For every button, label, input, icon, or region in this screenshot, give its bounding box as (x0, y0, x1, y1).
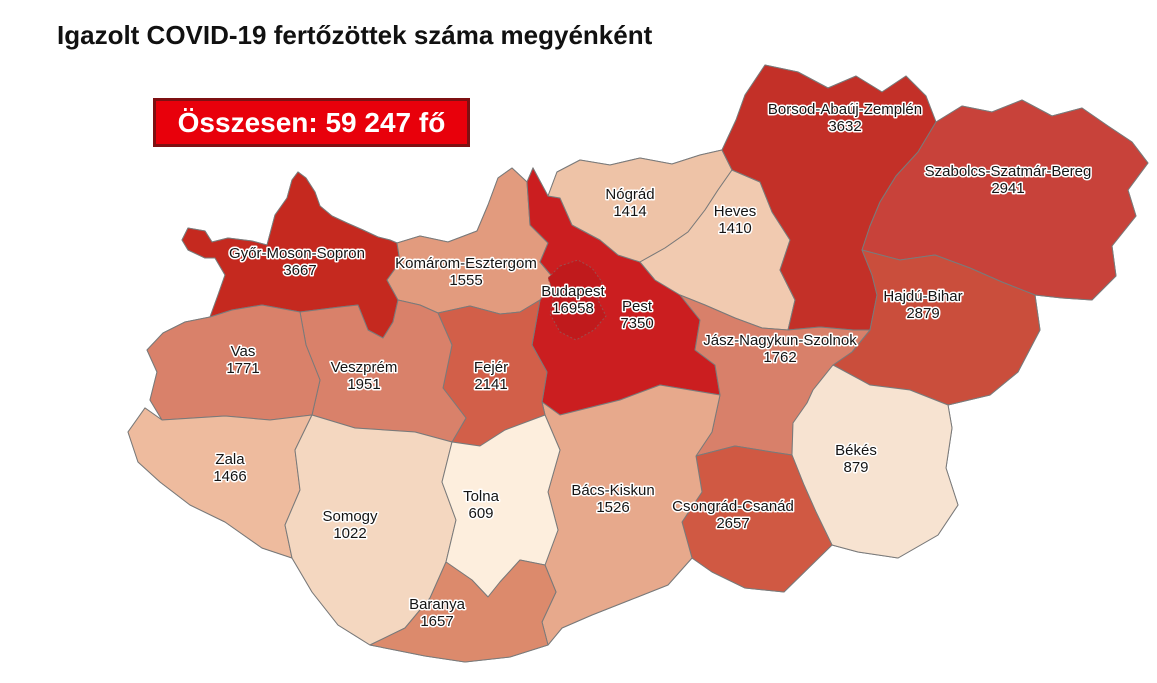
county-value-vas: 1771 (226, 360, 259, 377)
county-value-veszprem: 1951 (347, 376, 380, 393)
county-bekes[interactable] (791, 364, 959, 559)
county-value-fejer: 2141 (474, 376, 507, 393)
county-label-budapest: Budapest (541, 283, 605, 300)
county-label-komarom-esztergom: Komárom-Esztergom (395, 255, 537, 272)
county-label-borsod-abauj-zemplen: Borsod-Abaúj-Zemplén (768, 101, 922, 118)
county-label-bekes: Békés (835, 442, 877, 459)
county-label-gyor-moson-sopron: Győr-Moson-Sopron (229, 245, 365, 262)
county-value-csongrad-csanad: 2657 (716, 515, 749, 532)
county-value-szabolcs-szatmar-bereg: 2941 (991, 180, 1024, 197)
county-label-tolna: Tolna (463, 488, 500, 505)
county-label-fejer: Fejér (474, 359, 508, 376)
county-value-borsod-abauj-zemplen: 3632 (828, 118, 861, 135)
county-hajdu-bihar[interactable] (832, 249, 1041, 406)
county-label-somogy: Somogy (322, 508, 378, 525)
county-label-pest: Pest (622, 298, 653, 315)
county-label-hajdu-bihar: Hajdú-Bihar (883, 288, 962, 305)
county-label-zala: Zala (215, 451, 245, 468)
county-label-heves: Heves (714, 203, 757, 220)
county-value-nograd: 1414 (613, 203, 646, 220)
county-value-komarom-esztergom: 1555 (449, 272, 482, 289)
county-label-veszprem: Veszprém (331, 359, 398, 376)
county-value-gyor-moson-sopron: 3667 (283, 262, 316, 279)
county-value-zala: 1466 (213, 468, 246, 485)
county-value-hajdu-bihar: 2879 (906, 305, 939, 322)
county-value-bacs-kiskun: 1526 (596, 499, 629, 516)
county-label-nograd: Nógrád (605, 186, 654, 203)
county-label-vas: Vas (231, 343, 256, 360)
county-value-somogy: 1022 (333, 525, 366, 542)
county-szabolcs-szatmar-bereg[interactable] (861, 99, 1149, 301)
county-value-baranya: 1657 (420, 613, 453, 630)
county-label-csongrad-csanad: Csongrád-Csanád (672, 498, 794, 515)
county-value-pest: 7350 (620, 315, 653, 332)
county-value-bekes: 879 (843, 459, 868, 476)
county-value-budapest: 16958 (552, 300, 594, 317)
county-budapest[interactable] (547, 259, 607, 341)
county-zala[interactable] (127, 407, 313, 559)
county-value-heves: 1410 (718, 220, 751, 237)
county-label-jasz-nagykun-szolnok: Jász-Nagykun-Szolnok (703, 332, 857, 349)
county-value-jasz-nagykun-szolnok: 1762 (763, 349, 796, 366)
county-label-baranya: Baranya (409, 596, 466, 613)
county-label-szabolcs-szatmar-bereg: Szabolcs-Szatmár-Bereg (925, 163, 1092, 180)
county-baranya[interactable] (369, 559, 557, 663)
county-value-tolna: 609 (468, 505, 493, 522)
total-badge: Összesen: 59 247 fő (153, 98, 470, 147)
county-label-bacs-kiskun: Bács-Kiskun (571, 482, 654, 499)
page-title: Igazolt COVID-19 fertőzöttek száma megyé… (57, 20, 653, 50)
